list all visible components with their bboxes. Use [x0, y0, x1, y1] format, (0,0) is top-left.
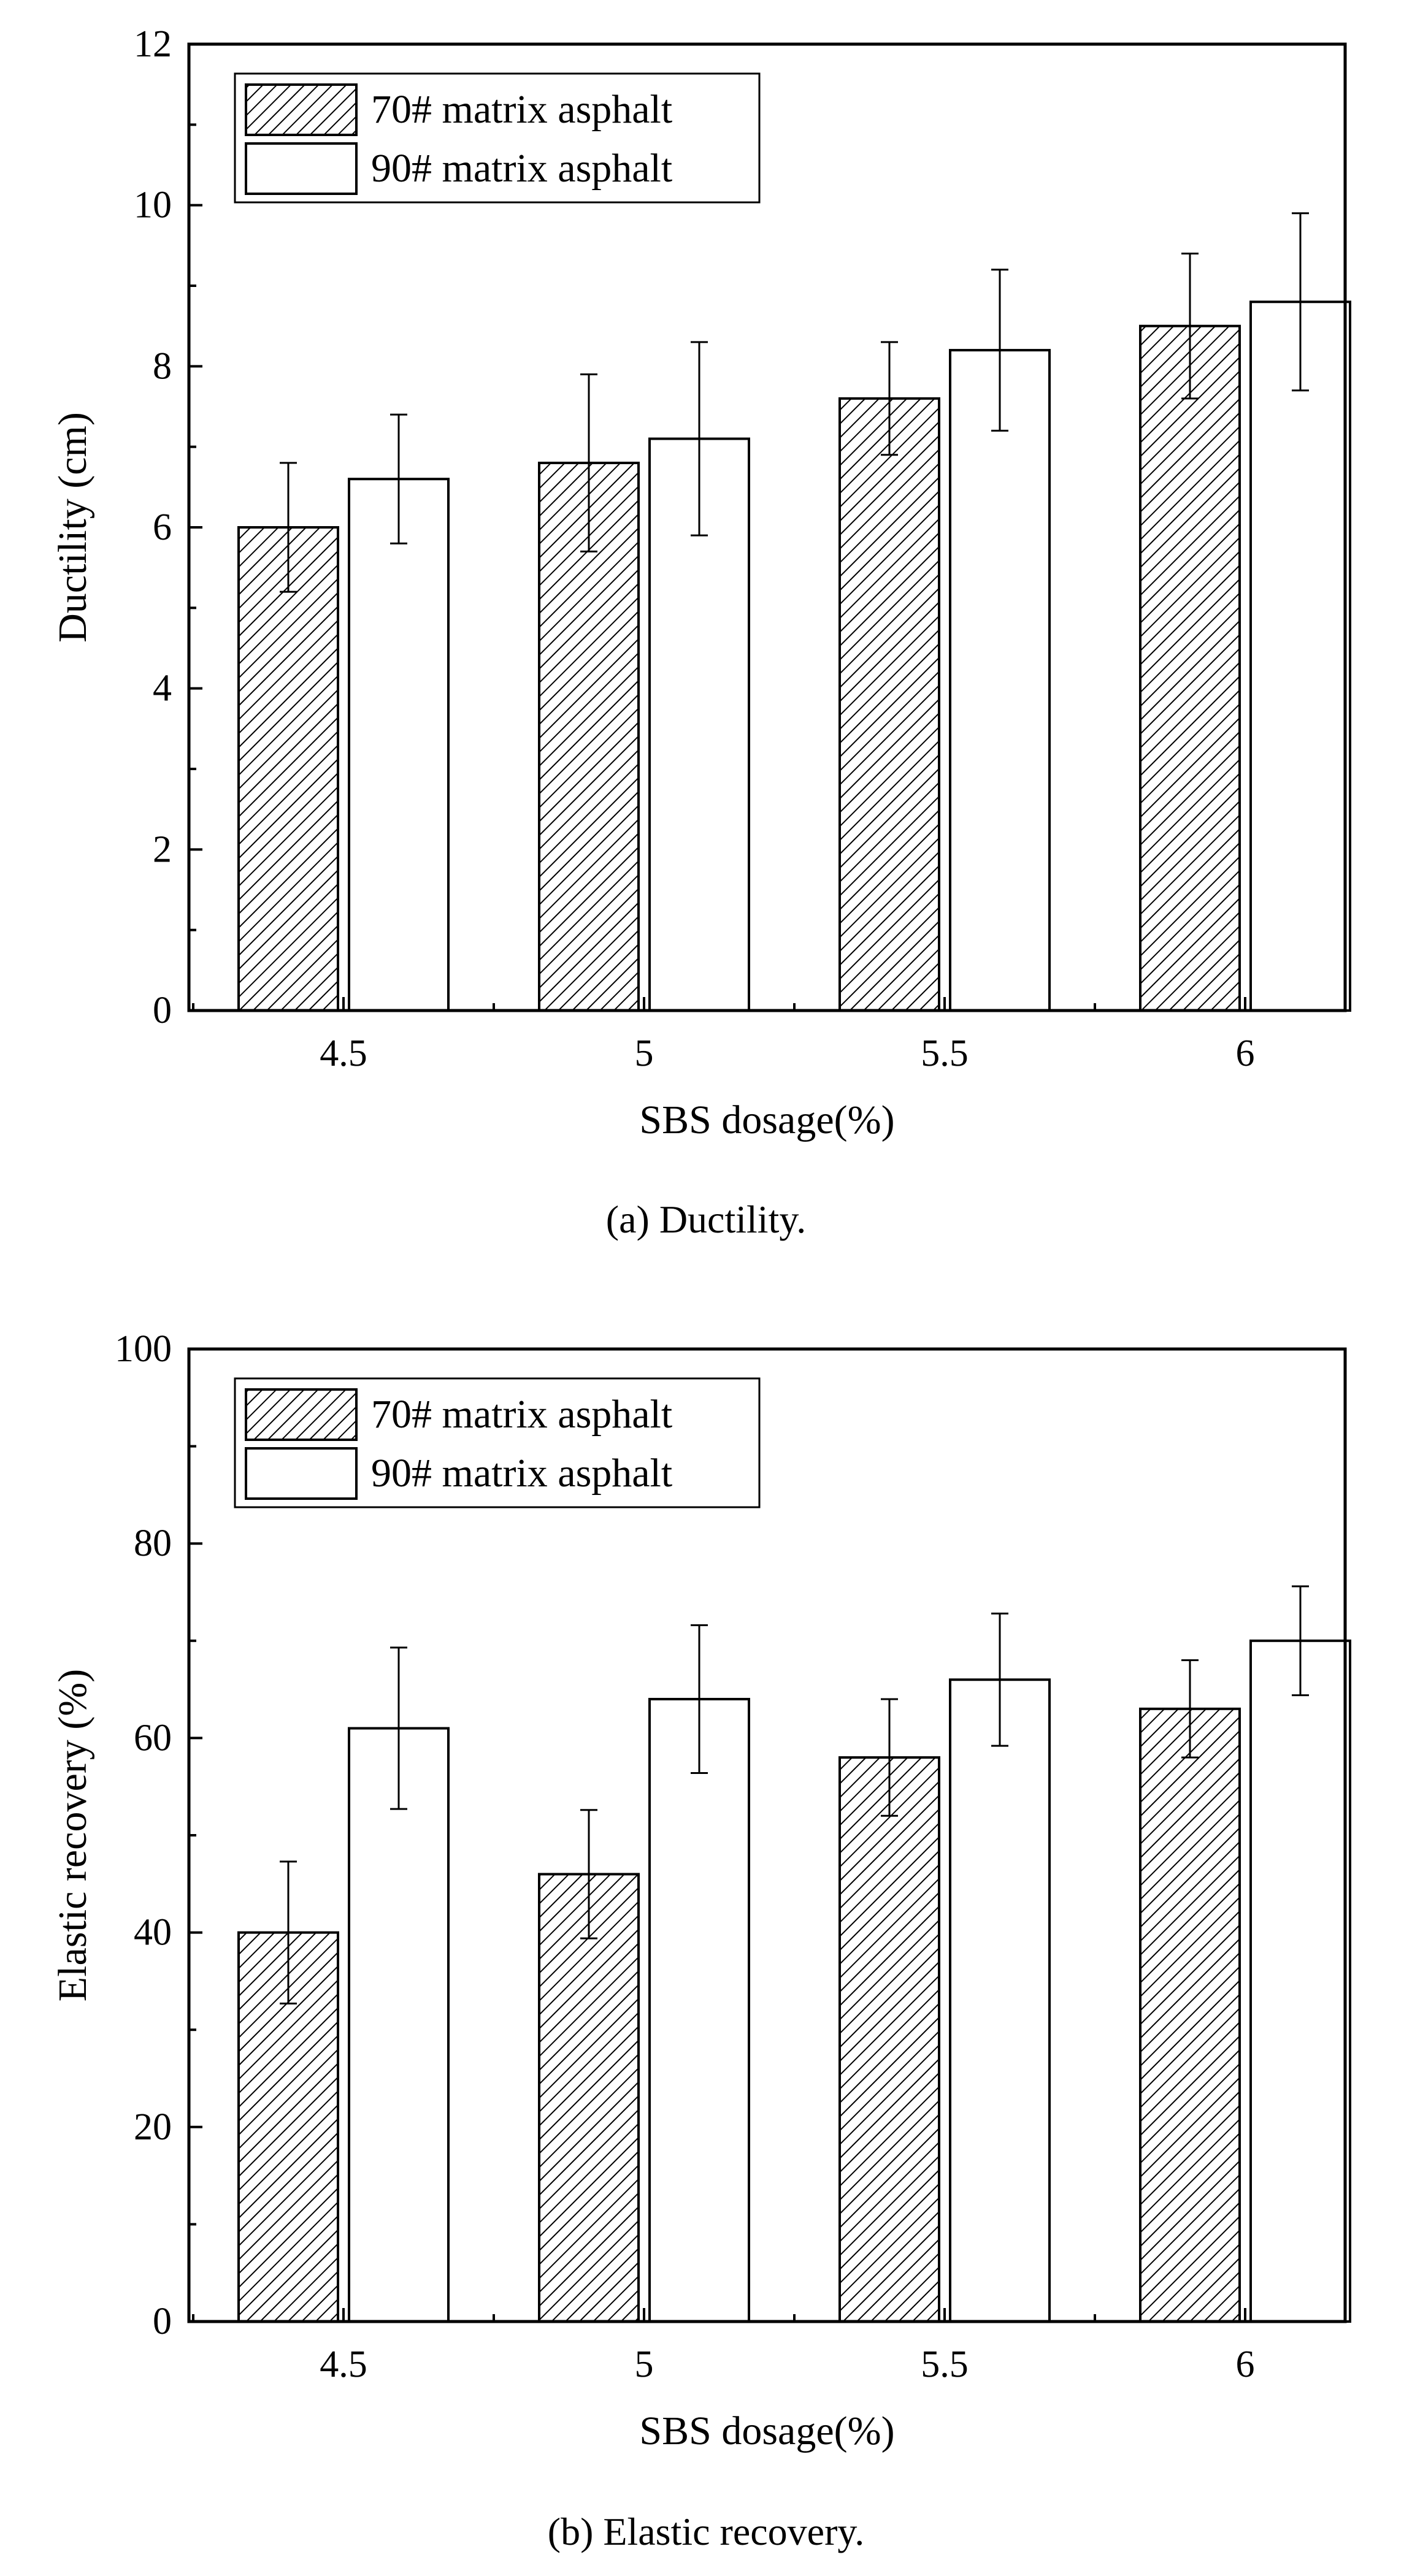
error-bar-90-4.5 — [390, 413, 407, 545]
bar-70-5.5 — [838, 1756, 940, 2323]
y-tick-label: 20 — [134, 2106, 172, 2148]
figure-caption: (b) Elastic recovery. — [548, 2510, 864, 2553]
y-tick-label: 0 — [153, 2301, 172, 2342]
error-bar-90-6 — [1292, 1585, 1309, 1697]
x-tick-label: 4.5 — [320, 2344, 367, 2385]
x-tick-label: 4.5 — [320, 1033, 367, 1074]
legend-label-90: 90# matrix asphalt — [371, 146, 672, 191]
ductility-panel: 0 2 4 6 8 10 12 4.5 5 5.5 6 SBS dosage(%) Ductility … — [50, 23, 1351, 1241]
y-tick-label: 6 — [153, 506, 172, 548]
bar-70-5 — [538, 461, 640, 1012]
error-bar-70-5.5 — [881, 1698, 898, 1817]
bar-90-6 — [1249, 300, 1351, 1012]
y-tick-label: 40 — [134, 1912, 172, 1954]
y-tick-label: 8 — [153, 345, 172, 387]
legend-swatch-90 — [245, 1447, 358, 1500]
x-axis-label: SBS dosage(%) — [639, 2409, 894, 2453]
error-bar-70-5 — [580, 373, 597, 552]
y-tick-label: 80 — [134, 1523, 172, 1564]
y-tick-label: 4 — [153, 668, 172, 709]
elastic-recovery-panel: 0 20 40 60 80 100 4.5 5 5.5 6 SBS dosage(%) Elastic… — [50, 1328, 1351, 2553]
y-tick-label: 100 — [115, 1328, 172, 1370]
bar-70-4.5 — [237, 526, 339, 1012]
bar-90-4.5 — [348, 478, 450, 1012]
y-axis-label: Ductility (cm) — [50, 412, 95, 643]
error-bar-90-5 — [691, 1624, 708, 1774]
x-tick-label: 5.5 — [921, 2344, 969, 2385]
y-tick-label: 0 — [153, 990, 172, 1031]
bar-90-5.5 — [949, 1678, 1051, 2323]
error-bar-90-5 — [691, 341, 708, 537]
legend-swatch-90 — [245, 142, 358, 195]
error-bar-90-6 — [1292, 212, 1309, 392]
error-bar-90-4.5 — [390, 1646, 407, 1810]
error-bar-70-5 — [580, 1809, 597, 1940]
y-tick-label: 2 — [153, 828, 172, 870]
legend-label-70: 70# matrix asphalt — [371, 87, 672, 132]
x-tick-label: 6 — [1236, 1033, 1255, 1074]
error-bar-90-5.5 — [991, 1612, 1008, 1747]
y-tick-label: 12 — [134, 23, 172, 65]
error-bar-70-6 — [1181, 252, 1199, 400]
x-axis-label: SBS dosage(%) — [639, 1098, 894, 1142]
legend-swatch-70 — [245, 83, 358, 136]
bar-90-4.5 — [348, 1727, 450, 2323]
y-tick-label: 10 — [134, 185, 172, 226]
x-tick-label: 6 — [1236, 2344, 1255, 2385]
error-bar-70-4.5 — [280, 1860, 297, 2005]
bar-90-5 — [648, 1697, 750, 2323]
y-tick-label: 60 — [134, 1717, 172, 1759]
error-bar-70-4.5 — [280, 462, 297, 593]
x-tick-label: 5.5 — [921, 1033, 969, 1074]
bar-90-6 — [1249, 1639, 1351, 2323]
error-bar-70-5.5 — [881, 341, 898, 456]
x-tick-label: 5 — [635, 2344, 654, 2385]
error-bar-70-6 — [1181, 1659, 1199, 1759]
figure-caption: (a) Ductility. — [606, 1198, 806, 1241]
bar-90-5.5 — [949, 349, 1051, 1012]
legend-swatch-70 — [245, 1388, 358, 1441]
legend-label-70: 70# matrix asphalt — [371, 1392, 672, 1437]
legend-label-90: 90# matrix asphalt — [371, 1451, 672, 1496]
error-bar-90-5.5 — [991, 269, 1008, 432]
y-axis-label: Elastic recovery (%) — [50, 1669, 95, 2001]
bar-70-6 — [1139, 324, 1241, 1012]
bar-70-5 — [538, 1873, 640, 2323]
bar-70-6 — [1139, 1707, 1241, 2323]
x-tick-label: 5 — [635, 1033, 654, 1074]
bar-70-5.5 — [838, 397, 940, 1012]
